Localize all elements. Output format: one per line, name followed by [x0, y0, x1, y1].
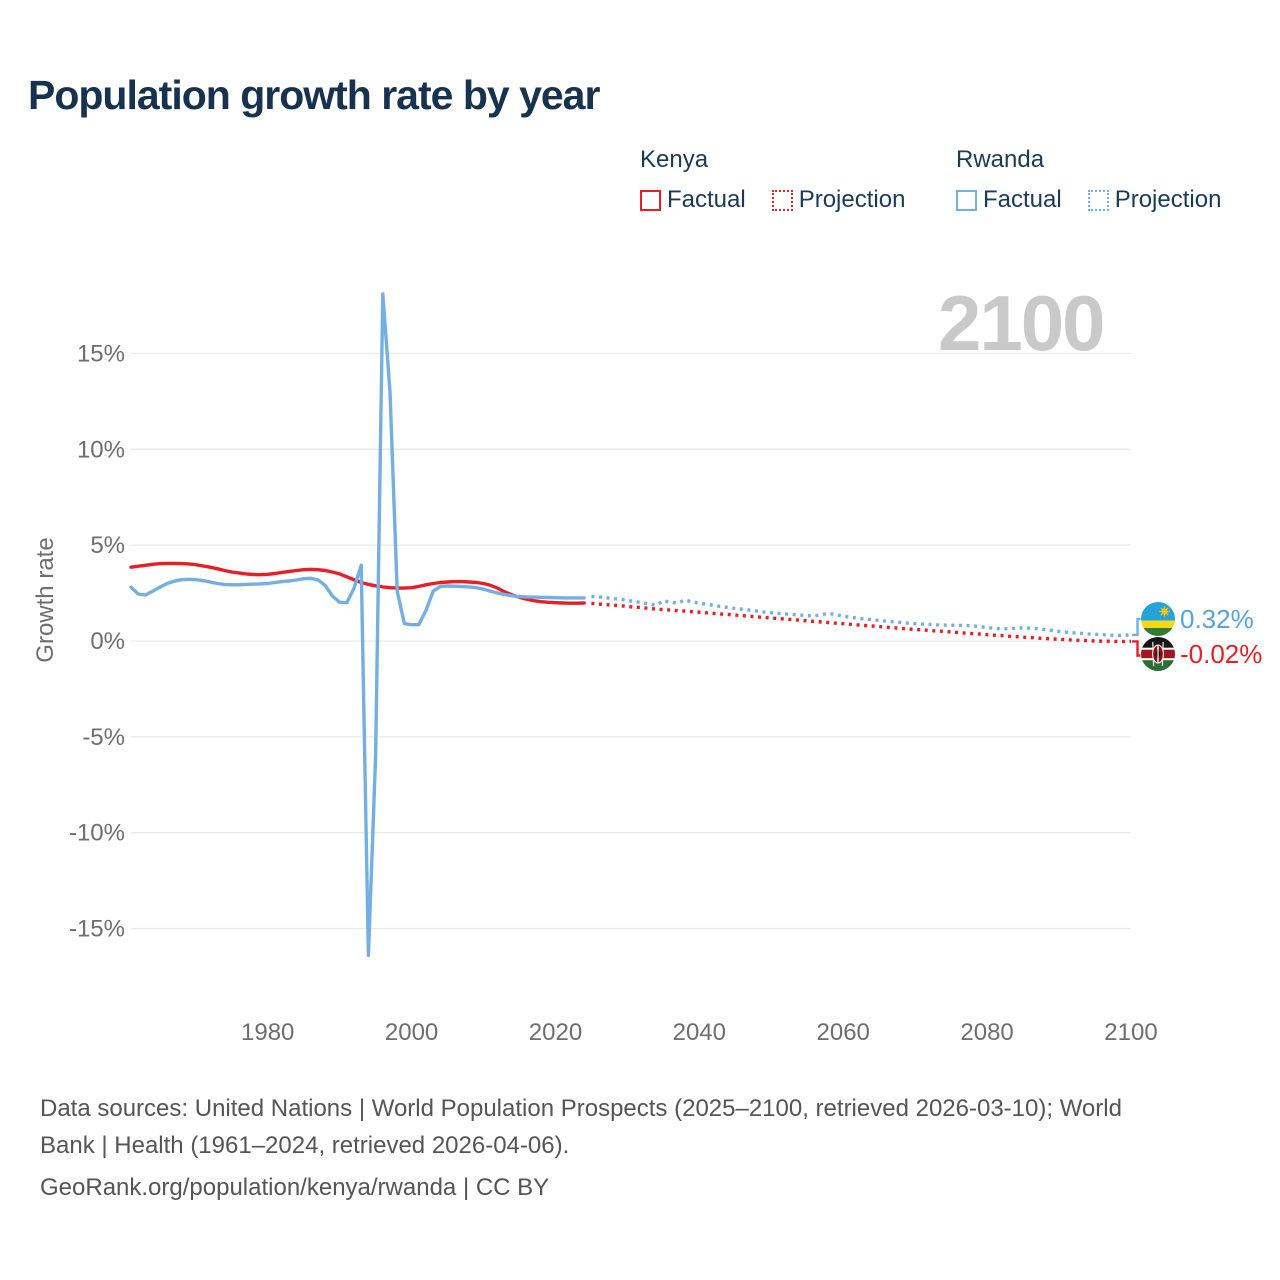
- legend-row-rwanda: Factual Projection: [956, 186, 1221, 214]
- legend-item-kenya-factual[interactable]: Factual: [640, 186, 746, 214]
- rwanda-end-value: 0.32%: [1180, 603, 1254, 634]
- y-tick-label: 0%: [90, 628, 125, 655]
- footer: Data sources: United Nations | World Pop…: [40, 1090, 1250, 1206]
- legend-item-label: Factual: [983, 186, 1062, 213]
- legend-item-kenya-projection[interactable]: Projection: [771, 186, 906, 214]
- x-tick-label: 2100: [1104, 1019, 1157, 1046]
- legend-group-rwanda: Rwanda Factual Projection: [956, 146, 1221, 214]
- legend-item-rwanda-projection[interactable]: Projection: [1087, 186, 1222, 214]
- series-kenya-projection: [591, 601, 1131, 644]
- y-tick-label: -10%: [69, 820, 125, 847]
- x-tick-label: 2040: [673, 1019, 726, 1046]
- legend-group-kenya: Kenya Factual Projection: [640, 146, 905, 214]
- x-tick-label: 2020: [529, 1019, 582, 1046]
- y-tick-label: 5%: [90, 532, 125, 559]
- source-line-1: Data sources: United Nations | World Pop…: [40, 1095, 1122, 1122]
- legend-item-rwanda-factual[interactable]: Factual: [956, 186, 1062, 214]
- kenya-end-label: -0.02%: [1141, 637, 1262, 671]
- x-tick-label: 2060: [817, 1019, 870, 1046]
- y-tick-label: 15%: [77, 340, 125, 367]
- kenya-factual-swatch-icon: [640, 189, 661, 211]
- legend-country-rwanda: Rwanda: [956, 146, 1045, 173]
- kenya-flag-icon: [1141, 637, 1175, 671]
- legend-country-kenya: Kenya: [640, 146, 709, 173]
- y-tick-label: -5%: [82, 724, 125, 751]
- series-rwanda-projection: [591, 594, 1132, 638]
- legend-item-label: Factual: [667, 186, 746, 213]
- legend-item-label: Projection: [1114, 186, 1222, 213]
- year-watermark: 2100: [938, 279, 1106, 367]
- kenya-label-connector: [1132, 640, 1141, 657]
- y-tick-label: -15%: [69, 916, 125, 943]
- rwanda-end-label: 0.32%: [1141, 602, 1254, 636]
- rwanda-label-connector: [1132, 617, 1141, 637]
- source-line-2: Bank | Health (1961–2024, retrieved 2026…: [40, 1132, 570, 1159]
- series-rwanda-factual: [129, 292, 586, 958]
- x-tick-label: 1980: [241, 1019, 294, 1046]
- x-tick-label: 2080: [960, 1019, 1013, 1046]
- kenya-end-value: -0.02%: [1180, 638, 1263, 669]
- page-title: Population growth rate by year: [28, 72, 600, 118]
- x-tick-label: 2000: [385, 1019, 438, 1046]
- rwanda-flag-icon: [1141, 602, 1175, 636]
- rwanda-projection-swatch-icon: [1087, 189, 1109, 211]
- y-tick-label: 10%: [77, 436, 125, 463]
- rwanda-factual-swatch-icon: [956, 189, 977, 211]
- legend-row-kenya: Factual Projection: [640, 186, 905, 214]
- kenya-projection-swatch-icon: [771, 189, 793, 211]
- legend-item-label: Projection: [798, 186, 906, 213]
- attribution-line: GeoRank.org/population/kenya/rwanda | CC…: [40, 1174, 550, 1201]
